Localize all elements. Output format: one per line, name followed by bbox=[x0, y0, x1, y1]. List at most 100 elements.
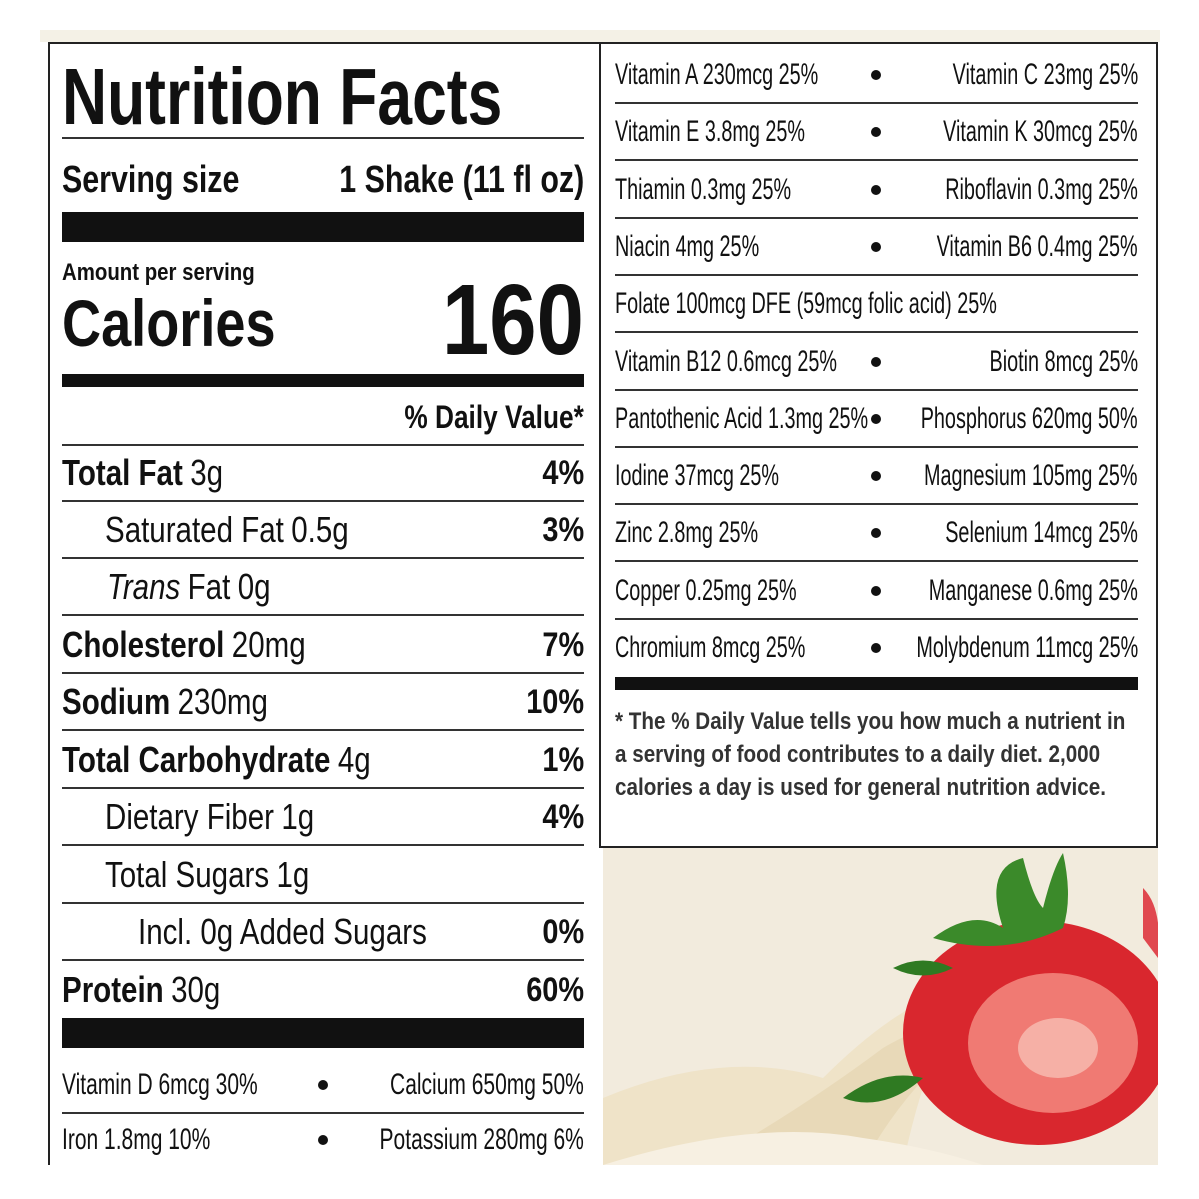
leaf bbox=[933, 853, 1068, 946]
bullet bbox=[318, 1080, 328, 1090]
rule bbox=[615, 388, 1138, 391]
nutrient-row: Cholesterol 20mg bbox=[62, 623, 359, 667]
micronutrient: Magnesium 105mg 25% bbox=[814, 456, 1138, 496]
micronutrient-text: Phosphorus 620mg 50% bbox=[921, 401, 1138, 435]
micronutrient-text: Vitamin B12 0.6mcg 25% bbox=[615, 344, 837, 378]
nutrient-dv-text: 10% bbox=[526, 683, 584, 721]
rule bbox=[615, 445, 1138, 448]
title: Nutrition Facts bbox=[62, 52, 626, 142]
nutrient-dv-text: 60% bbox=[526, 971, 584, 1009]
serving-label: Serving size bbox=[62, 158, 284, 202]
micronutrient-text: Potassium 280mg 6% bbox=[379, 1123, 584, 1156]
strawberry-image bbox=[603, 848, 1158, 1165]
nutrient-dv-text: 1% bbox=[542, 741, 584, 779]
nutrient-amount: 4g bbox=[337, 739, 371, 780]
bullet bbox=[871, 471, 881, 482]
nutrient-dv: 4% bbox=[535, 451, 584, 495]
nutrient-name-italic: Trans bbox=[107, 566, 181, 607]
micronutrient: Zinc 2.8mg 25% bbox=[615, 513, 832, 553]
micronutrient-text: Pantothenic Acid 1.3mg 25% bbox=[615, 401, 869, 435]
nutrient-amount: 20mg bbox=[231, 624, 306, 665]
bullet bbox=[871, 528, 881, 539]
micronutrient-text: Vitamin E 3.8mg 25% bbox=[615, 115, 806, 149]
micronutrient: Folate 100mcg DFE (59mcg folic acid) 25% bbox=[615, 284, 1194, 324]
rule bbox=[62, 672, 584, 674]
bullet bbox=[871, 70, 881, 80]
bullet bbox=[318, 1135, 328, 1145]
rule bbox=[615, 102, 1138, 104]
micronutrient-text: Thiamin 0.3mg 25% bbox=[615, 172, 792, 206]
micronutrient-text: Biotin 8mcg 25% bbox=[989, 344, 1138, 378]
micronutrient: Vitamin E 3.8mg 25% bbox=[615, 112, 903, 152]
micronutrient: Selenium 14mcg 25% bbox=[846, 513, 1138, 553]
rule bbox=[62, 137, 584, 139]
right-panel bbox=[599, 42, 1158, 848]
rule bbox=[615, 560, 1138, 563]
rule bbox=[615, 216, 1138, 219]
micronutrient: Vitamin B6 0.4mg 25% bbox=[833, 227, 1138, 267]
nutrient-amount: 1g bbox=[281, 796, 315, 837]
nutrient-name: Saturated Fat bbox=[105, 509, 284, 550]
micronutrient-text: Folate 100mcg DFE (59mcg folic acid) 25% bbox=[615, 287, 997, 321]
berry-edge bbox=[1143, 888, 1158, 958]
micronutrient: Iodine 37mcg 25% bbox=[615, 456, 864, 496]
nutrient-name: Total Fat bbox=[62, 452, 183, 493]
thick-rule bbox=[62, 1018, 584, 1048]
micronutrient: Vitamin B12 0.6mcg 25% bbox=[615, 342, 951, 382]
nutrient-name: Dietary Fiber bbox=[105, 796, 274, 837]
rule bbox=[62, 1112, 584, 1114]
micronutrient-text: Iodine 37mcg 25% bbox=[615, 459, 780, 493]
nutrient-dv: 7% bbox=[535, 623, 584, 667]
nutrient-dv-text: 4% bbox=[542, 798, 584, 836]
rule bbox=[62, 959, 584, 961]
micronutrient: Calcium 650mg 50% bbox=[307, 1065, 584, 1105]
top-strip bbox=[40, 30, 1160, 42]
calories-label-text: Calories bbox=[62, 286, 276, 360]
bullet bbox=[871, 184, 881, 195]
nutrient-row: Dietary Fiber 1g bbox=[105, 795, 360, 839]
nutrient-dv-text: 0% bbox=[542, 913, 584, 951]
nutrient-label: Trans Fat 0g bbox=[107, 565, 271, 609]
rule bbox=[62, 844, 584, 846]
rule bbox=[62, 444, 584, 446]
nutrient-label: Saturated Fat 0.5g bbox=[105, 508, 349, 552]
nutrient-dv: 60% bbox=[516, 968, 584, 1012]
rule bbox=[615, 273, 1138, 276]
nutrient-row: Protein 30g bbox=[62, 968, 255, 1012]
micronutrient-text: Vitamin K 30mcg 25% bbox=[943, 115, 1138, 149]
amount-per-serving-text: Amount per serving bbox=[62, 259, 255, 286]
micronutrient-text: Molybdenum 11mcg 25% bbox=[916, 631, 1138, 664]
nutrient-row: Total Carbohydrate 4g bbox=[62, 738, 438, 782]
calories: 160 bbox=[417, 270, 584, 370]
nutrient-dv-text: 7% bbox=[542, 626, 584, 664]
rule bbox=[615, 617, 1138, 620]
rule bbox=[62, 729, 584, 731]
micronutrient: Potassium 280mg 6% bbox=[292, 1120, 584, 1160]
micronutrient-text: Riboflavin 0.3mg 25% bbox=[945, 172, 1138, 206]
footnote: * The % Daily Value tells you how much a… bbox=[615, 705, 1140, 804]
serving-size: 1 Shake (11 fl oz) bbox=[278, 158, 584, 202]
nutrient-dv: 10% bbox=[516, 680, 584, 724]
micronutrient-text: Vitamin C 23mg 25% bbox=[952, 58, 1138, 91]
nutrient-amount: 0.5g bbox=[291, 509, 349, 550]
micronutrient-text: Vitamin D 6mcg 30% bbox=[62, 1068, 258, 1101]
nutrient-label: Protein 30g bbox=[62, 968, 220, 1012]
calories-label: Calories bbox=[62, 288, 322, 358]
micronutrient-text: Copper 0.25mg 25% bbox=[615, 573, 797, 607]
dv-header-text: % Daily Value* bbox=[404, 399, 584, 435]
micronutrient-text: Iron 1.8mg 10% bbox=[62, 1123, 211, 1156]
dv-header: % Daily Value* bbox=[365, 398, 584, 436]
nutrient-dv: 1% bbox=[535, 738, 584, 782]
nutrient-dv-text: 3% bbox=[542, 511, 584, 549]
left-panel bbox=[48, 42, 600, 1165]
title-text: Nutrition Facts bbox=[62, 52, 503, 141]
nutrient-name: Incl. 0g Added Sugars bbox=[138, 911, 427, 952]
rule bbox=[62, 557, 584, 559]
nutrient-amount: 230mg bbox=[177, 681, 268, 722]
nutrient-dv-text: 4% bbox=[542, 454, 584, 492]
nutrient-amount: 0g bbox=[237, 566, 271, 607]
nutrient-amount: 1g bbox=[276, 854, 310, 895]
serving-label-text: Serving size bbox=[62, 159, 240, 201]
nutrient-label: Incl. 0g Added Sugars bbox=[138, 910, 427, 954]
nutrient-label: Dietary Fiber 1g bbox=[105, 795, 314, 839]
